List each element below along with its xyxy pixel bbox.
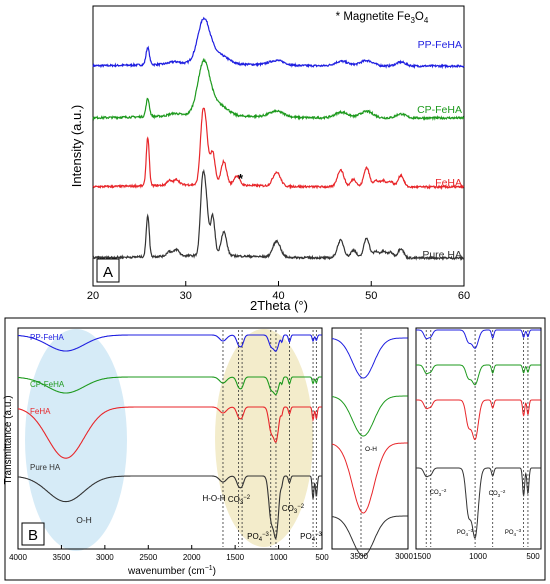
xrd-label-pp-feha: PP-FeHA <box>418 39 462 51</box>
band-label-co3-a: CO3−2 <box>228 495 251 506</box>
panel-a-y-label: Intensity (a.u.) <box>69 105 84 187</box>
panel-b: PP-FeHA CP-FeHA FeHA Pure HA 4000 3500 3000 25… <box>3 317 546 581</box>
inset-2-traces <box>416 329 541 539</box>
ftir-tick-1000: 1000 <box>270 553 288 562</box>
panel-a-letter: A <box>103 264 113 281</box>
inset-1-trace-pp-feha <box>331 337 408 379</box>
panel-a-traces <box>92 16 465 261</box>
ftir-label-pp-feha: PP-FeHA <box>30 333 64 342</box>
panel-a-letter-box <box>96 258 120 283</box>
ftir-trace-pure-ha <box>17 475 322 539</box>
panel-b-letter-box <box>21 522 45 546</box>
xrd-tick-60: 60 <box>458 290 470 302</box>
band-label-hoh: H-O-H <box>202 494 225 503</box>
panel-b-outer-frame <box>4 317 546 581</box>
xrd-trace-cp-feha <box>92 57 465 121</box>
panel-b-traces <box>17 334 322 539</box>
band-label-oh: O-H <box>76 515 92 525</box>
inset-1-trace-feha <box>331 442 408 514</box>
ftir-label-feha: FeHA <box>30 407 51 416</box>
inset-1-traces <box>331 337 408 557</box>
ftir-tick-1500: 1500 <box>226 553 244 562</box>
inset-2-label-co3-a: CO3−2 <box>430 488 447 497</box>
panel-b-x-label: wavenumber (cm−1) <box>127 565 216 577</box>
inset-2-label-po4-a: PO4−3 <box>457 528 474 537</box>
ftir-trace-cp-feha <box>17 376 322 396</box>
inset-2-tick-1000: 1000 <box>469 552 487 561</box>
ftir-tick-2500: 2500 <box>139 553 157 562</box>
panel-b-band-markers <box>222 330 317 547</box>
band-label-po4-b: PO4−3 <box>300 532 322 543</box>
inset-2-frame <box>415 327 542 550</box>
xrd-tick-40: 40 <box>272 290 284 302</box>
ftir-tick-3500: 3500 <box>53 553 71 562</box>
xrd-trace-feha <box>92 107 465 191</box>
panel-a-annotation: * Magnetite Fe3O4 <box>336 11 429 25</box>
inset-1-tick-3500: 3500 <box>350 552 368 561</box>
panel-a-x-label: 2Theta (°) <box>250 298 308 313</box>
xrd-label-cp-feha: CP-FeHA <box>417 104 462 116</box>
ftir-tick-4000: 4000 <box>9 553 27 562</box>
phosphate-band-highlight <box>215 329 313 547</box>
panel-a-series-labels: PP-FeHA CP-FeHA FeHA Pure HA <box>417 39 462 261</box>
xrd-trace-pp-feha <box>92 16 465 70</box>
panel-b-main-frame <box>17 327 323 550</box>
inset-2-trace-feha <box>416 399 541 441</box>
xrd-tick-20: 20 <box>87 290 99 302</box>
inset-2-trace-cp-feha <box>416 364 541 386</box>
inset-2-trace-pp-feha <box>416 329 541 349</box>
panel-b-y-label: Transmittance (a.u.) <box>3 395 14 484</box>
ftir-trace-feha <box>17 406 322 459</box>
inset-1-label-oh: O-H <box>365 446 377 453</box>
inset-2-label-po4-b: PO4−3 <box>505 528 522 537</box>
inset-2-tick-1500: 1500 <box>413 552 431 561</box>
panel-a-x-ticks: 20 30 40 50 60 <box>87 281 470 302</box>
panel-b-series-labels: PP-FeHA CP-FeHA FeHA Pure HA <box>30 333 65 472</box>
panel-b-letter: B <box>28 527 38 544</box>
ftir-tick-3000: 3000 <box>96 553 114 562</box>
inset-1-trace-pure-ha <box>331 515 408 557</box>
ftir-tick-500: 500 <box>315 553 329 562</box>
band-label-po4: PO4−3 <box>247 532 269 543</box>
ftir-tick-2000: 2000 <box>183 553 201 562</box>
xrd-label-feha: FeHA <box>435 177 462 189</box>
inset-2-tick-500: 500 <box>526 552 540 561</box>
xrd-tick-50: 50 <box>365 290 377 302</box>
ftir-label-cp-feha: CP-FeHA <box>30 380 65 389</box>
xrd-label-pure-ha: Pure HA <box>422 249 462 261</box>
panel-a-star: * <box>238 171 244 186</box>
inset-2-label-co3-b: CO3−2 <box>489 489 506 498</box>
xrd-tick-30: 30 <box>180 290 192 302</box>
inset-2-trace-pure-ha <box>416 467 541 539</box>
panel-b-x-ticks: 4000 3500 3000 2500 2000 1500 1000 500 <box>9 545 329 562</box>
inset-2-band-markers <box>425 330 529 547</box>
oh-band-highlight <box>25 329 127 551</box>
inset-1-tick-3000: 3000 <box>395 552 413 561</box>
panel-a: PP-FeHA CP-FeHA FeHA Pure HA 20 30 40 50 60 * M… <box>69 5 470 313</box>
xrd-trace-pure-ha <box>92 168 465 261</box>
band-label-co3-b: CO3−2 <box>282 504 305 515</box>
ftir-trace-pp-feha <box>17 334 322 352</box>
inset-1-trace-cp-feha <box>331 395 408 437</box>
ftir-label-pure-ha: Pure HA <box>30 463 61 472</box>
